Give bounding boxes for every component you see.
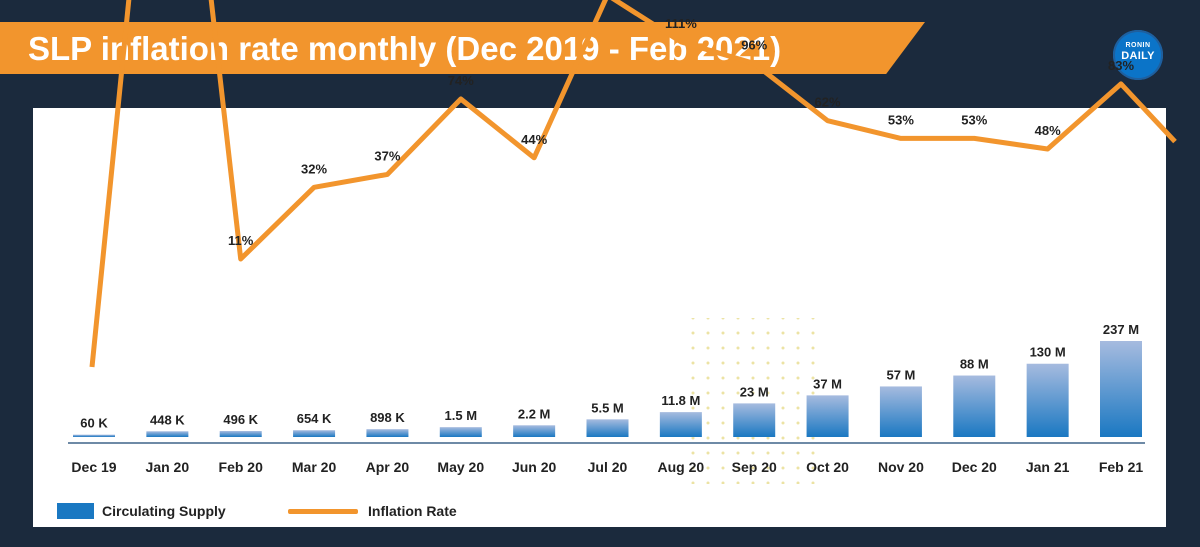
x-tick-label: Feb 21	[1099, 459, 1144, 475]
supply-bar-label: 237 M	[1103, 322, 1139, 337]
x-tick-label: Jun 20	[512, 459, 557, 475]
inflation-point-label: 44%	[521, 132, 547, 147]
supply-bar	[953, 375, 996, 437]
x-tick-label: Feb 20	[219, 459, 264, 475]
x-tick-label: Dec 19	[71, 459, 116, 475]
supply-bar	[366, 429, 409, 437]
ronin-daily-logo: RONIN DAILY	[1113, 30, 1163, 80]
supply-bar-label: 60 K	[80, 416, 108, 431]
decorative-dot-pattern	[690, 318, 822, 484]
supply-bar-label: 88 M	[960, 357, 989, 372]
legend-label-supply: Circulating Supply	[102, 503, 226, 519]
title-banner	[0, 22, 925, 74]
legend-line-swatch	[288, 508, 358, 514]
legend-inflation-rate: Inflation Rate	[288, 502, 457, 520]
x-tick-label: Oct 20	[806, 459, 849, 475]
x-tick-label: Mar 20	[292, 459, 337, 475]
supply-bar-label: 1.5 M	[445, 408, 478, 423]
supply-bar	[146, 431, 189, 437]
x-tick-label: Apr 20	[366, 459, 410, 475]
legend-bar-swatch	[57, 503, 94, 519]
inflation-point-label: 48%	[1035, 123, 1061, 138]
inflation-point-label: 53%	[888, 112, 914, 127]
supply-bar	[513, 425, 556, 437]
supply-bar	[219, 431, 262, 437]
supply-bar	[659, 412, 702, 437]
supply-bar-label: 448 K	[150, 412, 185, 427]
inflation-point-label: 111%	[665, 16, 697, 31]
supply-bar-label: 130 M	[1030, 345, 1066, 360]
page-title: SLP inflation rate monthly (Dec 2019 - F…	[28, 30, 782, 67]
legend-circulating-supply: Circulating Supply	[57, 502, 226, 520]
supply-bar	[806, 395, 849, 437]
supply-bar-label: 37 M	[813, 376, 842, 391]
inflation-rate-line	[89, 0, 1177, 368]
supply-bar-label: 5.5 M	[591, 400, 624, 415]
inflation-point-label: 96%	[741, 38, 767, 53]
supply-bar-label: 898 K	[370, 410, 405, 425]
supply-bar	[293, 430, 336, 437]
supply-bar	[73, 434, 115, 437]
inflation-point-label: 11%	[228, 233, 254, 248]
supply-bar-label: 654 K	[297, 411, 332, 426]
x-tick-label: Jan 20	[146, 459, 190, 475]
supply-bar-label: 23 M	[740, 384, 769, 399]
supply-bar-label: 2.2 M	[518, 406, 551, 421]
supply-bar	[439, 427, 482, 437]
logo-text-bottom: DAILY	[1121, 50, 1155, 62]
supply-bar-label: 11.8 M	[661, 393, 700, 408]
logo-text-top: RONIN	[1125, 42, 1151, 49]
inflation-point-label: 37%	[374, 148, 400, 163]
supply-bar	[586, 419, 629, 437]
supply-bar-label: 57 M	[886, 367, 915, 382]
inflation-point-label: 32%	[301, 161, 327, 176]
supply-bar	[879, 386, 922, 437]
supply-bar	[1100, 341, 1142, 437]
legend-label-inflation: Inflation Rate	[368, 503, 457, 519]
supply-bar	[733, 403, 776, 437]
x-tick-label: Sep 20	[732, 459, 777, 475]
inflation-point-label: 74%	[448, 73, 474, 88]
inflation-point-label: 62%	[815, 95, 841, 110]
inflation-point-label: 53%	[961, 112, 987, 127]
chart-panel	[33, 108, 1166, 527]
x-tick-label: Jan 21	[1026, 459, 1070, 475]
inflation-point-label: 83%	[1108, 58, 1134, 73]
supply-bar	[1026, 363, 1069, 437]
x-tick-label: Nov 20	[878, 459, 924, 475]
supply-bar-label: 496 K	[223, 412, 258, 427]
x-tick-label: Dec 20	[952, 459, 997, 475]
x-tick-label: Jul 20	[588, 459, 628, 475]
x-tick-label: May 20	[437, 459, 484, 475]
x-tick-label: Aug 20	[658, 459, 705, 475]
